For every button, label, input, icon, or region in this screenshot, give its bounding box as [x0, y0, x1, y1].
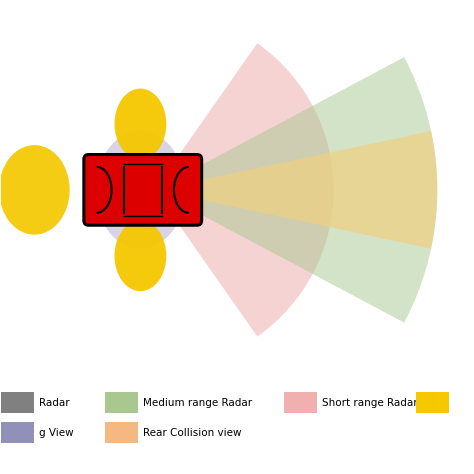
Ellipse shape: [115, 220, 166, 291]
Ellipse shape: [96, 131, 185, 249]
FancyBboxPatch shape: [1, 392, 35, 413]
FancyBboxPatch shape: [105, 422, 138, 443]
Text: Radar: Radar: [39, 398, 70, 408]
FancyBboxPatch shape: [84, 155, 201, 225]
FancyBboxPatch shape: [105, 392, 138, 413]
Ellipse shape: [0, 145, 70, 235]
Ellipse shape: [115, 89, 166, 159]
Wedge shape: [155, 131, 438, 249]
FancyBboxPatch shape: [284, 392, 317, 413]
FancyBboxPatch shape: [1, 422, 35, 443]
Text: Rear Collision view: Rear Collision view: [143, 428, 241, 438]
Wedge shape: [155, 43, 334, 337]
Text: Medium range Radar: Medium range Radar: [143, 398, 252, 408]
Text: g View: g View: [39, 428, 74, 438]
FancyBboxPatch shape: [416, 392, 449, 413]
Text: Short range Radar: Short range Radar: [322, 398, 418, 408]
Wedge shape: [155, 57, 438, 323]
